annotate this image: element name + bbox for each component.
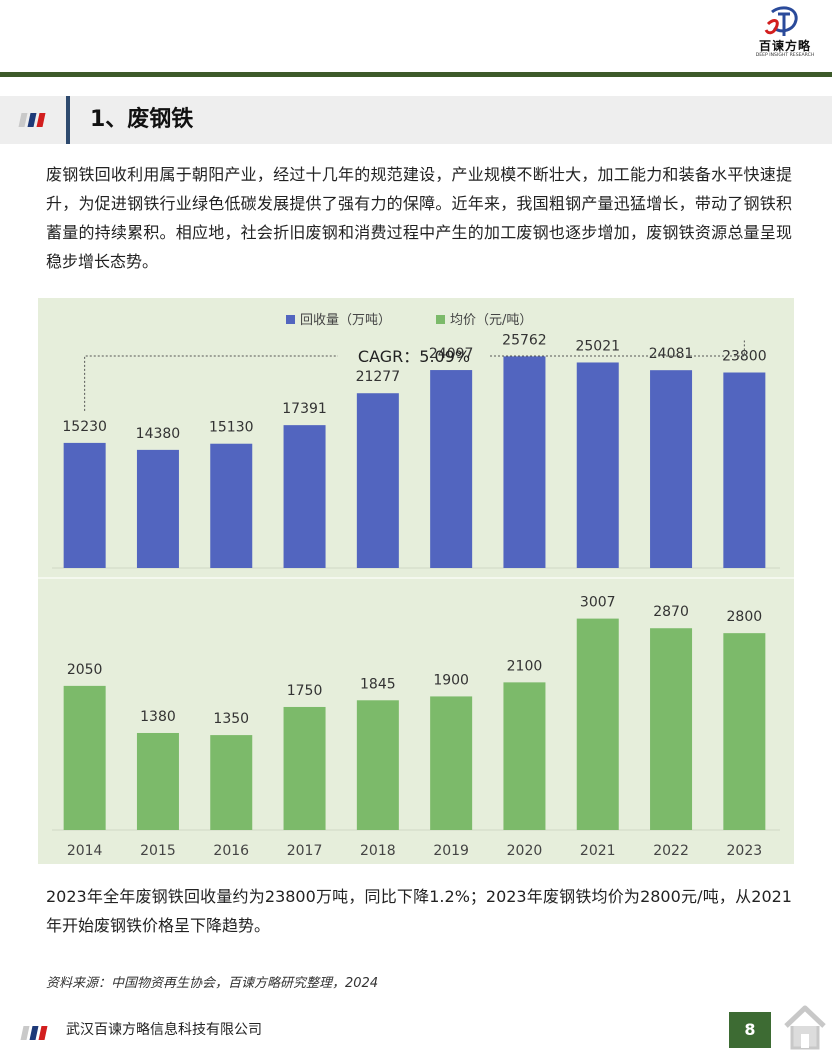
- source-note: 资料来源：中国物资再生协会，百谏方略研究整理，2024: [46, 976, 379, 991]
- bar-price-2019: [430, 696, 473, 830]
- data-label-volume-2015: 14380: [136, 426, 181, 442]
- bar-volume-2014: [63, 442, 106, 568]
- home-icon[interactable]: [782, 1000, 828, 1052]
- bar-volume-2017: [283, 425, 326, 568]
- data-label-volume-2020: 25762: [502, 332, 547, 348]
- data-label-volume-2018: 21277: [356, 369, 401, 385]
- legend-label-0: 回收量（万吨）: [300, 313, 391, 328]
- data-label-volume-2023: 23800: [722, 349, 767, 365]
- data-label-volume-2019: 24097: [429, 346, 474, 362]
- bar-price-2022: [650, 628, 693, 830]
- bar-price-2018: [356, 700, 399, 830]
- data-label-price-2017: 1750: [287, 683, 323, 699]
- bar-volume-2019: [430, 370, 473, 568]
- bar-volume-2023: [723, 372, 766, 568]
- bar-volume-2020: [503, 356, 546, 568]
- header-divider: [0, 72, 832, 77]
- x-tick-2017: 2017: [287, 843, 323, 859]
- chart-container: 15230 14380 15130 17391 21277 24097 25762 25021…: [38, 298, 794, 864]
- data-label-price-2020: 2100: [507, 658, 543, 674]
- data-label-price-2014: 2050: [67, 662, 103, 678]
- footer-flag-icon: [20, 1026, 48, 1040]
- bar-volume-2021: [576, 362, 619, 568]
- bar-volume-2015: [136, 449, 179, 568]
- logo-tagline: DEEP INSIGHT RESEARCH: [755, 53, 815, 58]
- data-label-price-2015: 1380: [140, 709, 176, 725]
- flag-stripes-icon: [18, 113, 46, 127]
- bar-price-2021: [576, 618, 619, 830]
- data-label-volume-2016: 15130: [209, 420, 254, 436]
- bar-price-2017: [283, 706, 326, 830]
- data-label-price-2019: 1900: [433, 672, 469, 688]
- x-tick-2023: 2023: [727, 843, 763, 859]
- x-tick-2015: 2015: [140, 843, 176, 859]
- logo-mark-icon: [764, 6, 798, 36]
- bar-volume-2016: [210, 443, 253, 568]
- legend-swatch-1: [436, 315, 445, 324]
- data-label-price-2022: 2870: [653, 604, 689, 620]
- data-label-price-2023: 2800: [727, 609, 763, 625]
- data-label-volume-2022: 24081: [649, 346, 694, 362]
- data-label-volume-2017: 17391: [282, 401, 327, 417]
- bar-price-2016: [210, 735, 253, 830]
- section-title: 1、废钢铁: [90, 107, 194, 132]
- x-tick-2014: 2014: [67, 843, 103, 859]
- bar-chart: 15230 14380 15130 17391 21277 24097 25762 25021…: [38, 313, 794, 859]
- bar-price-2020: [503, 682, 546, 830]
- x-tick-2018: 2018: [360, 843, 396, 859]
- bar-price-2023: [723, 633, 766, 830]
- section-heading-accent: [66, 96, 70, 144]
- data-label-volume-2021: 25021: [575, 338, 620, 354]
- legend-swatch-0: [286, 315, 295, 324]
- footer-company: 武汉百谏方略信息科技有限公司: [66, 1022, 262, 1038]
- data-label-price-2016: 1350: [213, 711, 249, 727]
- cagr-bracket-right: [490, 340, 745, 357]
- x-tick-2022: 2022: [653, 843, 689, 859]
- company-logo: 百谏方略 DEEP INSIGHT RESEARCH: [752, 6, 818, 68]
- bar-volume-2022: [650, 370, 693, 568]
- x-tick-2020: 2020: [507, 843, 543, 859]
- bar-price-2014: [63, 685, 106, 830]
- data-label-price-2021: 3007: [580, 595, 616, 611]
- bar-volume-2018: [356, 393, 399, 568]
- x-tick-2021: 2021: [580, 843, 616, 859]
- legend-label-1: 均价（元/吨）: [450, 313, 532, 328]
- x-tick-2019: 2019: [433, 843, 469, 859]
- data-label-price-2018: 1845: [360, 676, 396, 692]
- bar-price-2015: [136, 732, 179, 830]
- x-tick-2016: 2016: [213, 843, 249, 859]
- page-number: 8: [729, 1012, 771, 1048]
- cagr-annotation: CAGR：5.09%: [358, 347, 470, 366]
- summary-paragraph: 2023年全年废钢铁回收量约为23800万吨，同比下降1.2%；2023年废钢铁…: [46, 887, 792, 935]
- intro-paragraph: 废钢铁回收利用属于朝阳产业，经过十几年的规范建设，产业规模不断壮大，加工能力和装…: [46, 165, 792, 271]
- data-label-volume-2014: 15230: [62, 419, 107, 435]
- section-heading-band: [0, 96, 832, 144]
- logo-name: 百谏方略: [758, 39, 811, 53]
